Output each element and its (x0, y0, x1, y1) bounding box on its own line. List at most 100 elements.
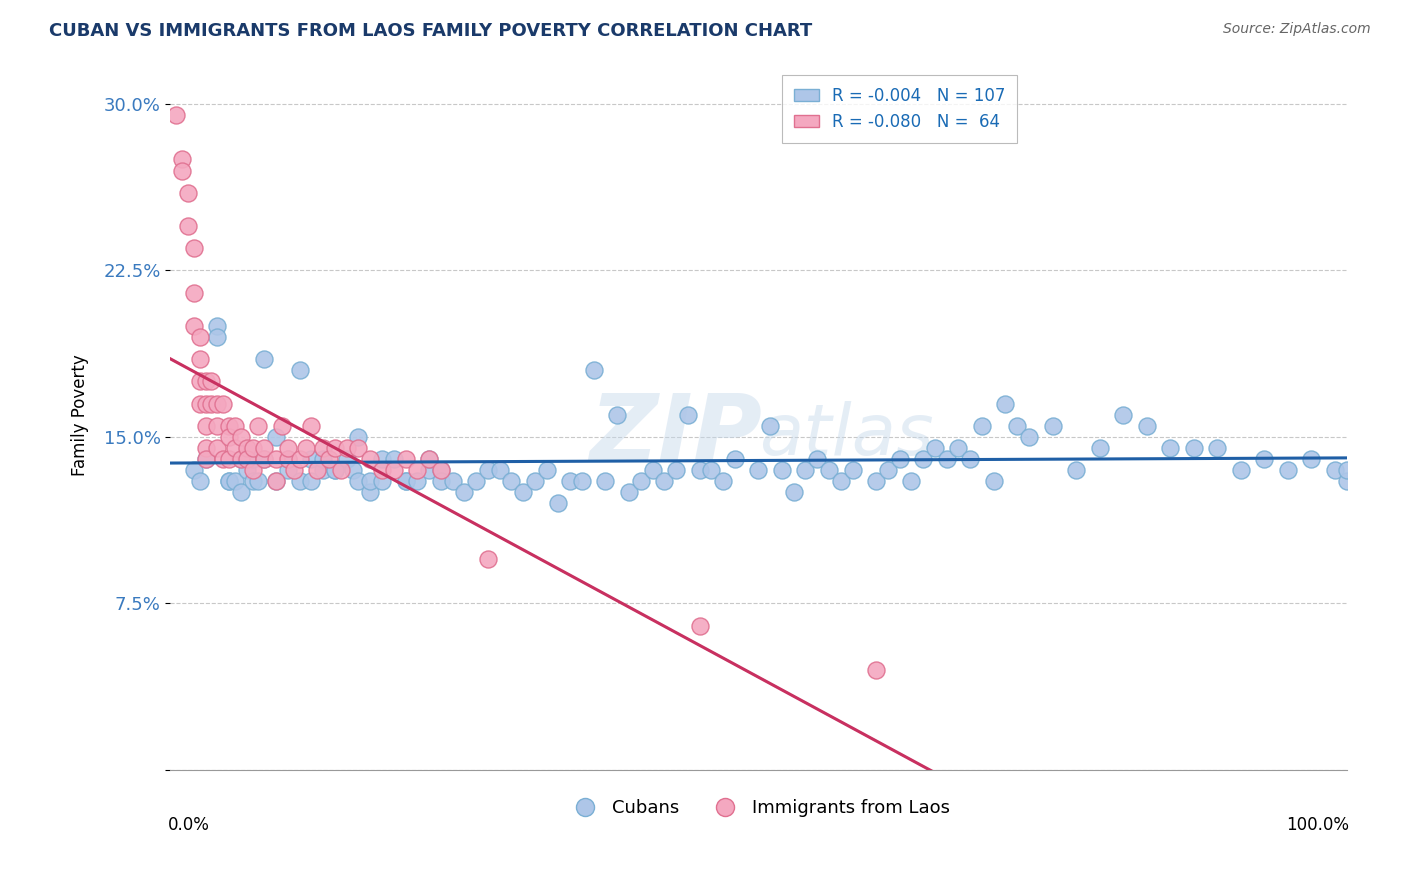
Point (347, 430, 370, 444)
Point (264, 475, 287, 489)
Point (1064, 463, 1087, 477)
Point (229, 485, 252, 500)
Legend: Cubans, Immigrants from Laos: Cubans, Immigrants from Laos (560, 792, 957, 824)
Point (224, 475, 246, 489)
Point (224, 418, 246, 433)
Point (277, 441, 299, 455)
Point (1182, 441, 1205, 455)
Point (283, 463, 305, 477)
Point (441, 475, 464, 489)
Point (900, 475, 922, 489)
Point (806, 452, 828, 467)
Point (323, 463, 346, 477)
Point (523, 475, 546, 489)
Point (194, 441, 217, 455)
Point (264, 430, 287, 444)
Point (630, 475, 652, 489)
Point (207, 330, 229, 344)
Point (547, 496, 569, 510)
Point (1159, 441, 1181, 455)
Point (818, 463, 841, 477)
Point (312, 463, 335, 477)
Text: 0.0%: 0.0% (167, 816, 209, 834)
Point (200, 396, 222, 410)
Point (488, 463, 510, 477)
Point (207, 318, 229, 333)
Point (1336, 475, 1358, 489)
Point (406, 475, 429, 489)
Point (652, 475, 675, 489)
Point (1018, 430, 1040, 444)
Point (294, 441, 316, 455)
Point (342, 463, 364, 477)
Point (177, 219, 200, 233)
Point (830, 475, 852, 489)
Point (418, 452, 440, 467)
Point (188, 475, 211, 489)
Point (747, 463, 769, 477)
Point (299, 475, 322, 489)
Point (560, 475, 582, 489)
Text: Source: ZipAtlas.com: Source: ZipAtlas.com (1223, 22, 1371, 37)
Point (194, 452, 217, 467)
Point (876, 463, 898, 477)
Point (207, 441, 229, 455)
Point (536, 463, 558, 477)
Point (1088, 441, 1111, 455)
Point (271, 418, 294, 433)
Point (242, 452, 264, 467)
Point (689, 618, 711, 632)
Point (188, 352, 211, 367)
Point (288, 452, 311, 467)
Point (418, 463, 440, 477)
Point (288, 363, 311, 377)
Point (453, 485, 475, 500)
Point (207, 418, 229, 433)
Point (183, 241, 205, 255)
Text: CUBAN VS IMMIGRANTS FROM LAOS FAMILY POVERTY CORRELATION CHART: CUBAN VS IMMIGRANTS FROM LAOS FAMILY POV… (49, 22, 813, 40)
Text: atlas: atlas (759, 401, 934, 470)
Point (200, 375, 222, 389)
Point (242, 475, 264, 489)
Point (299, 452, 322, 467)
Point (212, 396, 235, 410)
Point (994, 396, 1017, 410)
Point (194, 452, 217, 467)
Point (247, 418, 270, 433)
Point (700, 463, 723, 477)
Point (865, 663, 887, 677)
Point (665, 463, 688, 477)
Point (183, 463, 205, 477)
Point (235, 463, 257, 477)
Point (224, 441, 246, 455)
Point (959, 452, 981, 467)
Point (1277, 463, 1299, 477)
Point (394, 475, 416, 489)
Point (430, 463, 453, 477)
Point (312, 452, 335, 467)
Text: 100.0%: 100.0% (1286, 816, 1348, 834)
Point (1007, 418, 1029, 433)
Point (212, 452, 235, 467)
Point (323, 463, 346, 477)
Point (676, 408, 699, 422)
Point (371, 452, 394, 467)
Point (983, 475, 1005, 489)
Point (194, 418, 217, 433)
Point (382, 463, 405, 477)
Point (218, 418, 240, 433)
Point (794, 463, 817, 477)
Point (477, 463, 499, 477)
Point (970, 418, 993, 433)
Point (501, 475, 523, 489)
Point (617, 485, 640, 500)
Point (783, 485, 806, 500)
Point (188, 330, 211, 344)
Point (1323, 463, 1346, 477)
Point (177, 186, 200, 200)
Point (1301, 452, 1323, 467)
Point (359, 452, 381, 467)
Point (641, 463, 664, 477)
Point (318, 452, 340, 467)
Point (430, 475, 453, 489)
